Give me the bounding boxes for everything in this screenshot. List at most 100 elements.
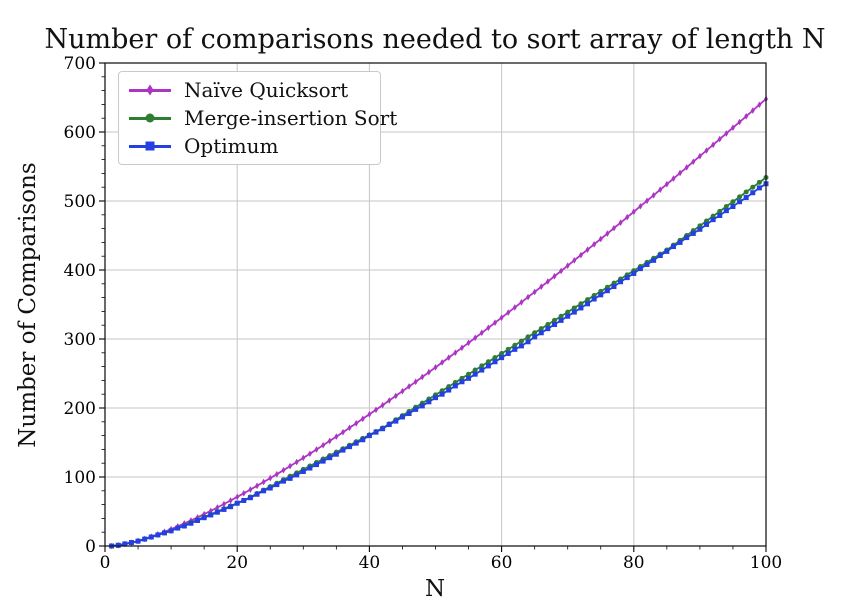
marker-circle [538, 326, 544, 332]
marker-thin-diamond [413, 378, 418, 386]
marker-square [307, 465, 313, 471]
marker-thin-diamond [664, 180, 669, 188]
marker-thin-diamond [539, 283, 544, 290]
marker-thin-diamond [711, 141, 716, 149]
marker-thin-diamond [611, 224, 616, 232]
marker-square [532, 334, 538, 340]
marker-thin-diamond [559, 267, 564, 275]
marker-circle [472, 367, 478, 373]
marker-thin-diamond [744, 112, 749, 120]
marker-square [551, 322, 557, 328]
marker-square [664, 248, 670, 254]
marker-square [360, 437, 366, 443]
marker-square [399, 414, 405, 420]
marker-square [565, 313, 571, 319]
marker-square [697, 226, 703, 232]
marker-thin-diamond [340, 428, 345, 436]
marker-thin-diamond [552, 272, 557, 280]
marker-square [208, 512, 214, 518]
marker-square [446, 387, 452, 393]
marker-thin-diamond [492, 319, 497, 327]
marker-square [148, 534, 154, 540]
marker-square [518, 343, 524, 349]
marker-thin-diamond [585, 246, 590, 254]
marker-thin-diamond [255, 482, 260, 490]
y-tick-label: 400 [64, 261, 96, 281]
marker-square [419, 403, 425, 409]
square-marker-icon [145, 141, 155, 151]
marker-square [214, 509, 220, 515]
marker-square [743, 195, 749, 201]
series-line-square [111, 183, 767, 547]
marker-square [459, 379, 465, 385]
marker-square [247, 495, 253, 501]
marker-square [710, 217, 716, 223]
marker-thin-diamond [618, 219, 623, 226]
marker-thin-diamond [717, 135, 722, 143]
marker-square [300, 468, 306, 474]
marker-square [261, 488, 267, 494]
marker-thin-diamond [446, 354, 451, 361]
marker-thin-diamond [459, 344, 464, 352]
y-tick-label: 500 [64, 192, 96, 212]
marker-circle [723, 204, 729, 210]
marker-square [274, 482, 280, 488]
marker-circle [558, 313, 564, 319]
marker-square [690, 230, 696, 236]
marker-square [624, 275, 630, 281]
marker-square [433, 395, 438, 401]
marker-circle [525, 334, 531, 340]
marker-square [393, 418, 399, 424]
marker-thin-diamond [228, 497, 233, 504]
marker-thin-diamond [506, 309, 511, 316]
marker-square [135, 538, 141, 544]
marker-thin-diamond [473, 334, 478, 342]
chart-title: Number of comparisons needed to sort arr… [44, 24, 826, 55]
marker-thin-diamond [730, 124, 735, 132]
marker-square [651, 257, 657, 263]
marker-thin-diamond [294, 458, 299, 466]
marker-square [512, 346, 518, 352]
marker-thin-diamond [215, 504, 220, 511]
marker-thin-diamond [374, 406, 379, 414]
marker-square [221, 506, 227, 512]
marker-thin-diamond [651, 191, 656, 199]
marker-circle [505, 346, 511, 352]
marker-square [234, 500, 240, 506]
marker-square [750, 190, 756, 196]
marker-square [578, 305, 584, 311]
marker-thin-diamond [321, 441, 326, 449]
marker-circle [585, 297, 591, 303]
marker-thin-diamond [281, 466, 286, 474]
marker-circle [518, 338, 524, 344]
marker-square [347, 444, 353, 450]
legend-swatch-merge-insertion [129, 112, 171, 124]
marker-square [618, 279, 624, 285]
marker-circle [485, 359, 491, 365]
marker-square [181, 523, 187, 529]
marker-thin-diamond [592, 241, 597, 248]
marker-square [585, 301, 591, 307]
marker-square [545, 326, 551, 332]
marker-thin-diamond [420, 373, 425, 381]
marker-circle [479, 363, 485, 369]
marker-square [525, 339, 531, 345]
series-line-circle [111, 176, 767, 547]
marker-thin-diamond [499, 314, 504, 321]
marker-square [406, 411, 412, 417]
marker-square [267, 485, 273, 491]
marker-square [657, 253, 663, 259]
marker-thin-diamond [631, 208, 636, 216]
marker-thin-diamond [440, 359, 445, 366]
marker-thin-diamond [426, 368, 431, 376]
x-tick-label: 60 [491, 553, 513, 573]
marker-square [327, 455, 333, 461]
circle-marker-icon [145, 113, 155, 123]
x-tick-label: 40 [359, 553, 381, 573]
marker-thin-diamond [750, 107, 755, 114]
marker-circle [532, 330, 538, 336]
marker-circle [756, 179, 762, 185]
legend-swatch-optimum [129, 140, 171, 152]
